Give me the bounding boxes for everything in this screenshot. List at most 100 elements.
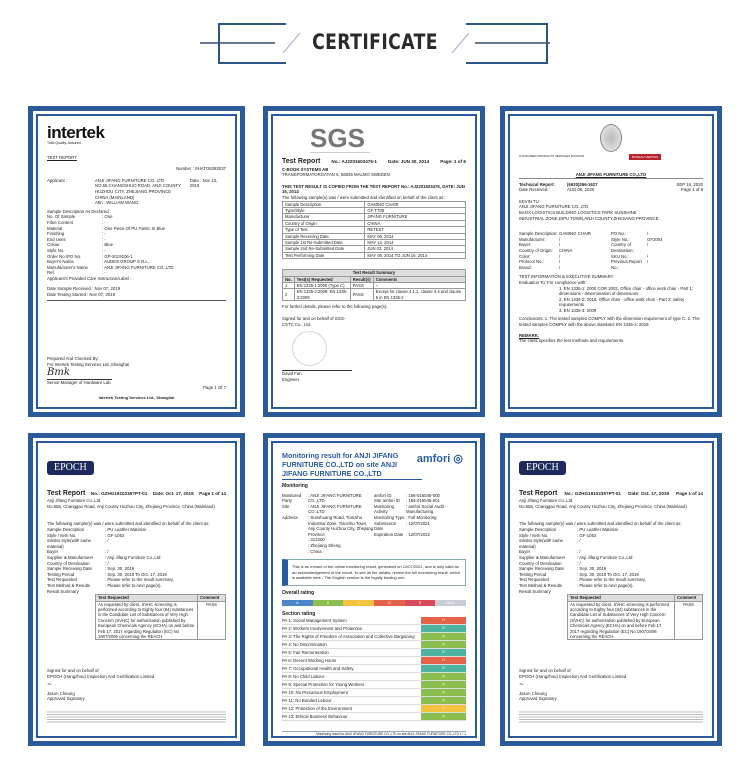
divider bbox=[475, 42, 550, 44]
field-row: Previous Report No.: / bbox=[611, 259, 649, 270]
section-rating-heading: Section rating bbox=[282, 610, 316, 617]
field-row: Buyer: / bbox=[47, 549, 109, 555]
intro: The following sample(s) was / were submi… bbox=[282, 194, 445, 200]
tagline: Total Quality. Assured. bbox=[47, 141, 82, 145]
rating-badge: A bbox=[421, 697, 466, 705]
section-rating-row: PA 12: Protection of the Environment C bbox=[282, 705, 466, 714]
field-row: Sample Description: PU Leather Material bbox=[519, 526, 618, 532]
certificate-intertek[interactable]: intertek Total Quality. Assured. TEST RE… bbox=[28, 106, 245, 417]
section-rating-row: PA 6: Decent Working Hours D bbox=[282, 657, 466, 666]
rating-badge: C bbox=[421, 705, 466, 713]
field-row: amfori ID: 156-016045-000 bbox=[374, 492, 440, 498]
field-row: Country of Destination: / bbox=[611, 242, 649, 253]
signed-for: Signed for and on behalf of SGS-CSTC Co.… bbox=[282, 316, 346, 327]
field-row: Manufacturer: / bbox=[519, 236, 561, 242]
section-rating-row: PA 2: Workers Involvement and Protection… bbox=[282, 625, 466, 634]
amfori-title: Monitoring result for ANJI JIFANG FURNIT… bbox=[282, 451, 399, 478]
field-row: Style / Item No.: GF-1062 bbox=[47, 532, 125, 538]
field-row: Buyer's Name: AUDES GROUP S.R.L. bbox=[47, 259, 149, 265]
section-rating-row: PA 1: Social Management System D bbox=[282, 617, 466, 626]
table-row: Sample 1st Re-Submitted Date MAY 14, 2014 bbox=[281, 238, 466, 247]
rating-badge: A bbox=[421, 681, 466, 689]
field-row: Manufacturer's Name: ANJI JIFANG FURNITU… bbox=[47, 264, 174, 270]
sample-fields: Sample Description: PU Leather Material S… bbox=[519, 527, 703, 594]
field-row: Style / Item No.: GF-1062 bbox=[519, 532, 597, 538]
signer: Jason Cheung bbox=[519, 690, 547, 696]
certificate-amfori[interactable]: Monitoring result for ANJI JIFANG FURNIT… bbox=[263, 433, 485, 746]
section-rating-row: PA 8: No Child Labour A bbox=[282, 673, 466, 682]
field-row: Finishing: - bbox=[47, 231, 106, 237]
client-name: C-BOOK SYSTEMS AB bbox=[282, 166, 329, 172]
table-row: Manufacturer JIFANG FURNITURE bbox=[281, 213, 466, 221]
rating-scale-e: E bbox=[404, 599, 436, 606]
field-row: Submission Date: 12/07/2021 bbox=[374, 520, 430, 532]
summary-table: Test Result Summary No. Test(s) Requested R… bbox=[282, 269, 467, 302]
copied-notice: THIS TEST RESULT IS COPIED FROM THE TEST… bbox=[282, 183, 465, 195]
sample-heading: Sample Description As Declared : bbox=[47, 208, 112, 214]
field-row: Supplier & Manufacturer: Anji Jifang Fur… bbox=[519, 554, 633, 560]
table-row: As requested by client, SVHC screening i… bbox=[95, 600, 226, 641]
bureau-veritas-seal-icon bbox=[600, 124, 622, 152]
section-rating-row: PA 10: No Precarious Employment A bbox=[282, 689, 466, 698]
remark-label: REMARK: bbox=[519, 332, 540, 338]
certificate-epoch-2[interactable]: EPOCH Test Report No.: GZHG1910235?PT-01 Da… bbox=[500, 433, 722, 746]
signer-role: Senior Manager of Hardware Lab bbox=[47, 378, 112, 385]
section-rating-row: PA 9: Special Protection for Young Worke… bbox=[282, 681, 466, 690]
remark: The client specifies the test methods an… bbox=[519, 338, 625, 344]
table-row: Sample Description GAMING CHAIR bbox=[281, 200, 466, 209]
signer-role: Approved Signatory bbox=[47, 696, 85, 702]
field-row: Test Method & Results: Please refer to n… bbox=[47, 582, 162, 588]
certificate-sgs[interactable]: SGS Test Report No.: AJ2201603476-1 Date: … bbox=[263, 106, 485, 417]
address: KEVIN TU ANJI JIFANG FURNITURE CO.,LTD BAO… bbox=[519, 198, 659, 221]
field-row: Country of Destination: / bbox=[519, 560, 581, 566]
field-row: Monitoring Type: Full Monitoring bbox=[374, 514, 437, 520]
field-row: Test Requested: Please refer to the resu… bbox=[47, 577, 174, 583]
result-table: Test Requested Comment As requested by cli… bbox=[95, 594, 226, 641]
sample-fields: No. Of Sample: One Fibre Content: - Materi… bbox=[47, 214, 226, 276]
date-received: Date Sample Received : Nov 07, 2019 bbox=[47, 286, 121, 292]
field-row: : China bbox=[308, 548, 322, 554]
field-row: Color: / bbox=[519, 253, 561, 259]
result-table: Test Requested Comment As requested by cli… bbox=[567, 594, 703, 641]
field-row: Site: ANJI JIFANG FURNITURE CO.,LTD bbox=[282, 503, 362, 515]
certificate-bureau-veritas[interactable]: CONSUMER PRODUCTS SERVICES DIVISION BUREA… bbox=[500, 106, 722, 417]
sample-fields: Sample Description: PU Leather Material S… bbox=[47, 527, 226, 594]
field-row: End Uses: - bbox=[47, 236, 106, 242]
prepared-by: Prepared And Checked By: bbox=[47, 356, 99, 361]
field-row: Result Summary: bbox=[47, 588, 107, 594]
client-name: Anji Jifang Furniture Co.,Ltd bbox=[47, 498, 101, 504]
field-row: Sample Receiving Date: Sep. 30, 2019 bbox=[47, 566, 135, 572]
applicant: Applicant : ANJI JIFANG FURNITURE CO.,LT… bbox=[47, 177, 218, 206]
signed-for: Signed for and on behalf of bbox=[47, 668, 99, 673]
evaluation: Evaluation To: For compliance with: bbox=[519, 279, 587, 285]
overall-rating-heading: Overall rating bbox=[282, 589, 315, 596]
table-row: Test Performing Date MAY 06, 2014 TO JUN … bbox=[281, 251, 466, 260]
table-row: 1 EN 1335-1:2000 (Type C) PASS -- bbox=[282, 281, 467, 290]
field-row: Sample Description: PU Leather Material bbox=[47, 526, 146, 532]
section-rating-row: PA 5: Fair Remuneration B bbox=[282, 649, 466, 658]
rating-badge: D bbox=[421, 617, 466, 625]
client-name: Anji Jifang Furniture Co.,Ltd bbox=[519, 498, 573, 504]
lab-name: For Intertek Testing Services Ltd.,Shang… bbox=[47, 361, 130, 367]
exec-summary: TEST INFORMATION & EXECUTIVE SUMMARY bbox=[519, 274, 614, 280]
signature: Bmk bbox=[47, 367, 70, 379]
field-row: Order No./PO No.: GP-2019106-1 bbox=[47, 253, 133, 259]
signer: Jason Cheung bbox=[47, 690, 75, 696]
epoch-logo: EPOCH bbox=[519, 461, 566, 475]
sgs-logo: SGS bbox=[310, 124, 370, 153]
info-notice: This is an extract of the online monitor… bbox=[282, 559, 466, 586]
field-row: Testing Period: Sep. 30, 2019 To Oct. 17… bbox=[47, 571, 167, 577]
field-row: Monitored Party: ANJI JIFANG FURNITURE C… bbox=[282, 492, 362, 504]
field-row: PO No.: / bbox=[611, 231, 649, 237]
field-row: Similar style(with same material): / bbox=[47, 538, 109, 549]
field-row: Brand: / bbox=[519, 264, 561, 270]
table-row: Country of Origin CHINA bbox=[281, 219, 466, 228]
doc-title: TEST REPORT bbox=[47, 154, 77, 160]
signer-role: Approved Signatory bbox=[519, 696, 557, 702]
certificate-epoch-1[interactable]: EPOCH Test Report No.: GZHG1910235?PT-01 Da… bbox=[28, 433, 245, 746]
table-row: Type/Style GF-T708 bbox=[281, 206, 466, 215]
field-row: Country of Destination: / bbox=[47, 560, 109, 566]
field-row: Similar style(with same material): / bbox=[519, 538, 581, 549]
rating-badge: D bbox=[421, 657, 466, 665]
client-address: No.555, Changgao Road, Anji County Huzho… bbox=[47, 503, 215, 509]
